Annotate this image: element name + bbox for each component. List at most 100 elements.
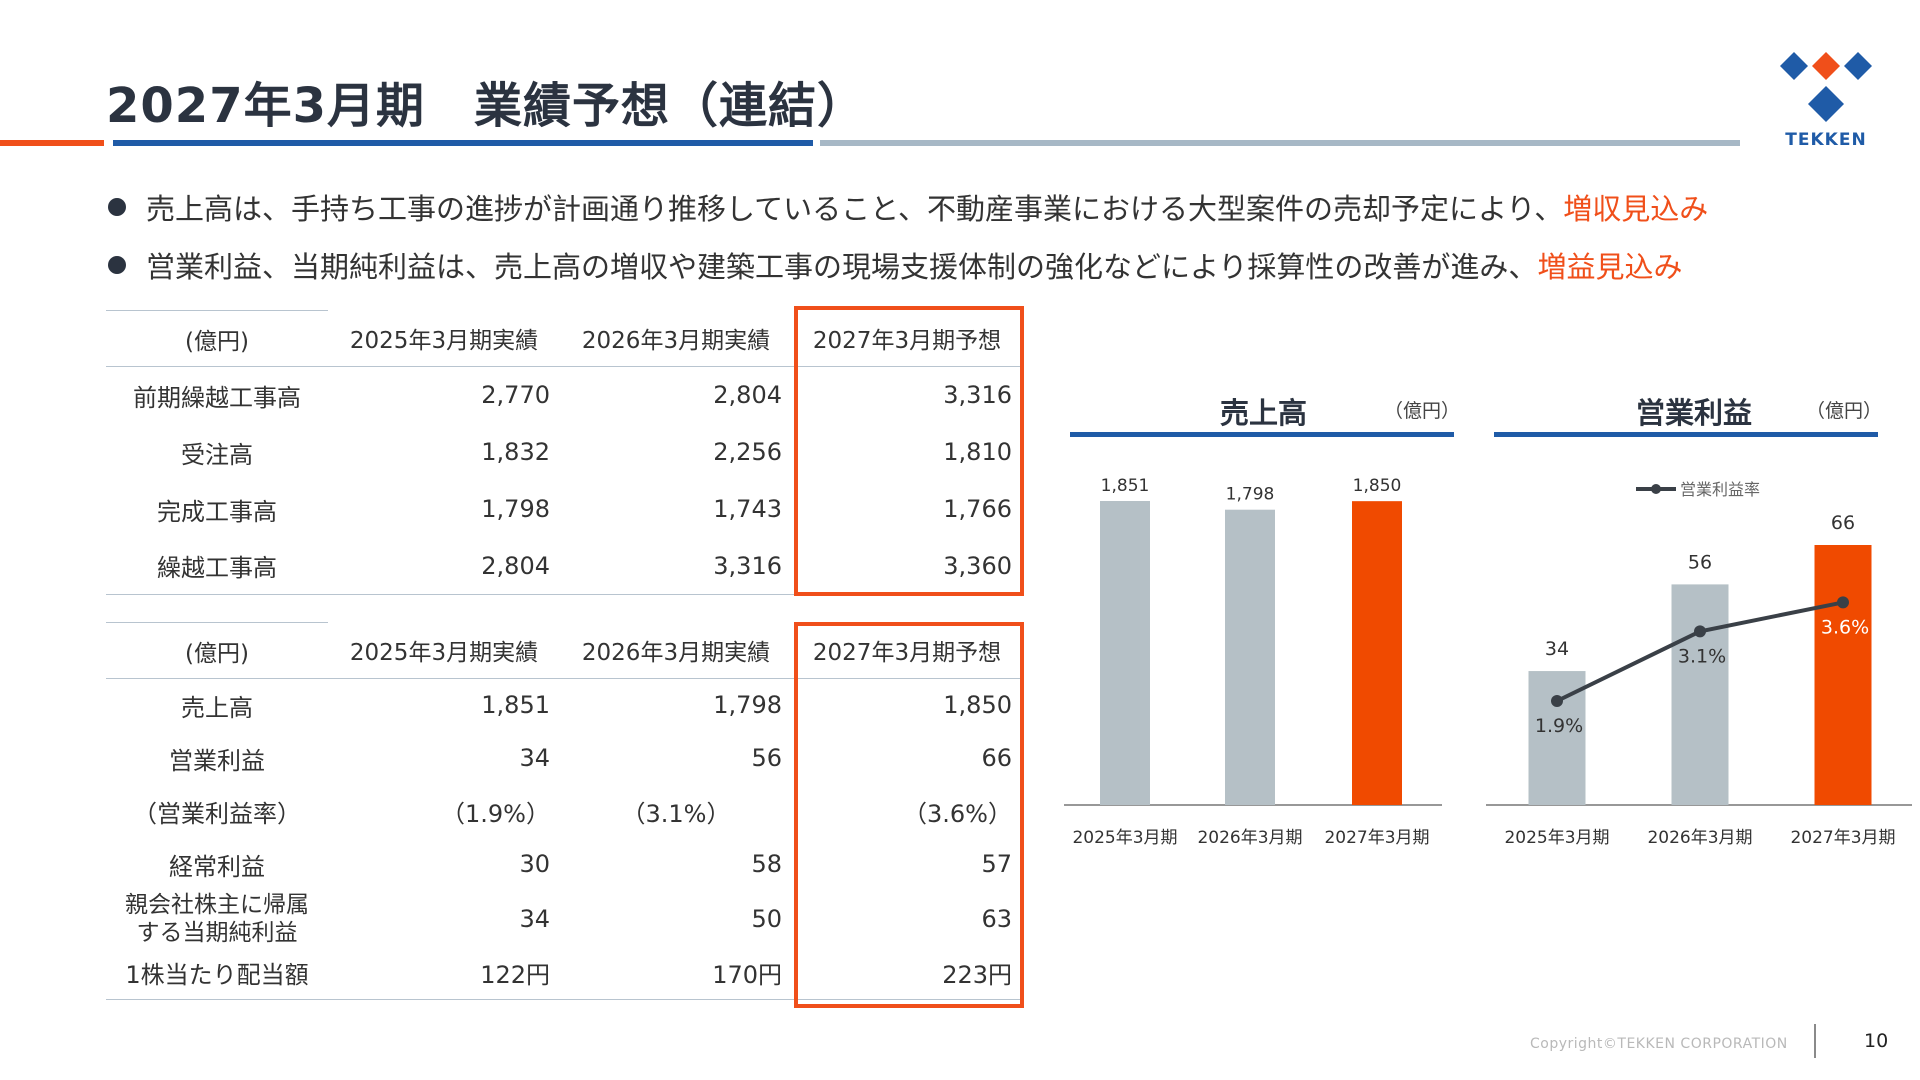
cell-value: 3,360 <box>792 537 1022 595</box>
title-underline-gray <box>820 140 1740 146</box>
row-label: 経常利益 <box>169 852 265 881</box>
cell-value: （3.6%） <box>903 799 1012 828</box>
cell-value: 58 <box>751 850 782 878</box>
data-label: 66 <box>1831 512 1855 534</box>
row-label: 営業利益 <box>169 746 265 775</box>
cell-value: 1,832 <box>481 438 550 466</box>
sales-bar-chart: 1,851 2025年3月期 1,798 2026年3月期 1,850 2027年3月期 <box>1064 476 1442 848</box>
op-profit-chart-unit: （億円） <box>1806 400 1883 422</box>
cell-value: （1.9%） <box>441 799 550 828</box>
legend-label: 営業利益率 <box>1680 480 1760 499</box>
data-label: 34 <box>1545 638 1569 660</box>
cell-value: （3.1%） <box>621 799 731 828</box>
cell-value: 30 <box>519 850 550 878</box>
bar-1 <box>1225 509 1275 805</box>
table-row: 完成工事高 1,798 1,743 1,766 <box>106 481 1022 538</box>
page-title: 2027年3月期 業績予想（連結） <box>106 78 866 134</box>
page-number: 10 <box>1864 1030 1889 1052</box>
x-tick-label: 2025年3月期 <box>1072 828 1177 848</box>
table-row: 繰越工事高 2,804 3,316 3,360 <box>106 537 1022 595</box>
bar-2 <box>1352 501 1402 805</box>
row-label: 売上高 <box>181 693 253 722</box>
bullet-text: 営業利益、当期純利益は、売上高の増収や建築工事の現場支援体制の強化などにより採算… <box>146 250 1538 284</box>
title-underline-orange <box>0 140 104 146</box>
orders-table: (億円) 2025年3月期実績 2026年3月期実績 2027年3月期予想 前期… <box>106 310 1022 595</box>
sales-chart-title: 売上高 <box>1220 396 1308 430</box>
cell-value: 1,766 <box>943 495 1012 523</box>
row-label: 繰越工事高 <box>106 537 328 595</box>
logo-wordmark: TEKKEN <box>1785 130 1867 150</box>
table-row: 経常利益 30 58 57 <box>106 838 1022 891</box>
sales-chart-unit: （億円） <box>1384 400 1461 422</box>
data-label: 1,798 <box>1226 485 1275 505</box>
x-tick-label: 2026年3月期 <box>1197 828 1302 848</box>
table-header-row: (億円) 2025年3月期実績 2026年3月期実績 2027年3月期予想 <box>106 622 1022 679</box>
header-fy2025: 2025年3月期実績 <box>328 310 560 367</box>
cell-value: 63 <box>981 904 1012 933</box>
row-label: 1株当たり配当額 <box>106 946 328 1000</box>
cell-value: 34 <box>519 744 550 772</box>
data-label: 1,850 <box>1353 476 1402 496</box>
cell-value: 2,256 <box>713 438 782 466</box>
bullet-item: 営業利益、当期純利益は、売上高の増収や建築工事の現場支援体制の強化などにより採算… <box>108 236 1708 294</box>
margin-label: 1.9% <box>1535 715 1583 737</box>
margin-label: 3.6% <box>1821 616 1869 638</box>
cell-value: 1,810 <box>943 438 1012 466</box>
cell-value: 57 <box>981 850 1012 878</box>
bullet-dot-icon <box>108 198 126 216</box>
data-label: 1,851 <box>1101 476 1150 496</box>
title-underline-blue <box>113 140 813 146</box>
table-row: 受注高 1,832 2,256 1,810 <box>106 424 1022 481</box>
cell-value: 34 <box>519 904 550 933</box>
tekken-diamond-icon <box>1780 52 1872 122</box>
margin-point <box>1694 625 1706 638</box>
header-fy2027-forecast: 2027年3月期予想 <box>792 622 1022 679</box>
bullet-item: 売上高は、手持ち工事の進捗が計画通り推移していること、不動産事業における大型案件… <box>108 178 1708 236</box>
margin-label: 3.1% <box>1678 645 1726 667</box>
cell-value: 50 <box>751 904 782 933</box>
cell-value: 1,743 <box>713 495 782 523</box>
bullet-highlight: 増収見込み <box>1563 192 1709 226</box>
table-row: 売上高 1,851 1,798 1,850 <box>106 679 1022 732</box>
cell-value: 3,316 <box>943 381 1012 410</box>
op-profit-bar-line-chart: 営業利益率 34 2025年3月期 56 2026年3月期 66 2027年3月期 1.9% 3… <box>1486 480 1912 848</box>
row-label: 前期繰越工事高 <box>133 383 301 412</box>
cell-value: 1,798 <box>713 691 782 720</box>
table-row: 親会社株主に帰属 する当期純利益 34 50 63 <box>106 891 1022 947</box>
table-row: 営業利益 34 56 66 <box>106 732 1022 785</box>
header-fy2026: 2026年3月期実績 <box>560 622 792 679</box>
header-fy2027-forecast: 2027年3月期予想 <box>792 310 1022 367</box>
cell-value: 3,316 <box>560 537 792 595</box>
company-logo: TEKKEN <box>1778 48 1874 150</box>
x-tick-label: 2026年3月期 <box>1647 828 1752 848</box>
op-profit-chart-rule <box>1494 432 1878 437</box>
bar-0 <box>1100 501 1150 805</box>
footer-divider <box>1814 1024 1816 1058</box>
table-row: （営業利益率） （1.9%） （3.1%） （3.6%） <box>106 785 1022 838</box>
cell-value: 1,798 <box>481 495 550 523</box>
row-label: 親会社株主に帰属 する当期純利益 <box>125 891 309 946</box>
margin-point <box>1837 596 1849 609</box>
table-row: 1株当たり配当額 122円 170円 223円 <box>106 946 1022 1000</box>
op-profit-chart-title: 営業利益 <box>1636 396 1753 430</box>
x-tick-label: 2027年3月期 <box>1324 828 1429 848</box>
cell-value: 2,770 <box>481 381 550 410</box>
summary-bullets: 売上高は、手持ち工事の進捗が計画通り推移していること、不動産事業における大型案件… <box>108 178 1708 294</box>
cell-value: 66 <box>981 744 1012 772</box>
margin-point <box>1551 695 1563 707</box>
legend-marker <box>1651 484 1661 494</box>
data-label: 56 <box>1688 551 1712 573</box>
header-fy2026: 2026年3月期実績 <box>560 310 792 367</box>
cell-value: 1,851 <box>481 691 550 720</box>
header-unit: (億円) <box>106 622 328 679</box>
x-tick-label: 2025年3月期 <box>1504 828 1609 848</box>
bullet-dot-icon <box>108 256 126 274</box>
cell-value: 1,850 <box>943 691 1012 720</box>
earnings-table: (億円) 2025年3月期実績 2026年3月期実績 2027年3月期予想 売上… <box>106 622 1022 1000</box>
bullet-highlight: 増益見込み <box>1537 250 1683 284</box>
bar-1 <box>1671 584 1729 805</box>
header-fy2025: 2025年3月期実績 <box>328 622 560 679</box>
bar-2 <box>1814 545 1872 805</box>
row-label: 完成工事高 <box>157 497 277 526</box>
cell-value: 2,804 <box>328 537 560 595</box>
